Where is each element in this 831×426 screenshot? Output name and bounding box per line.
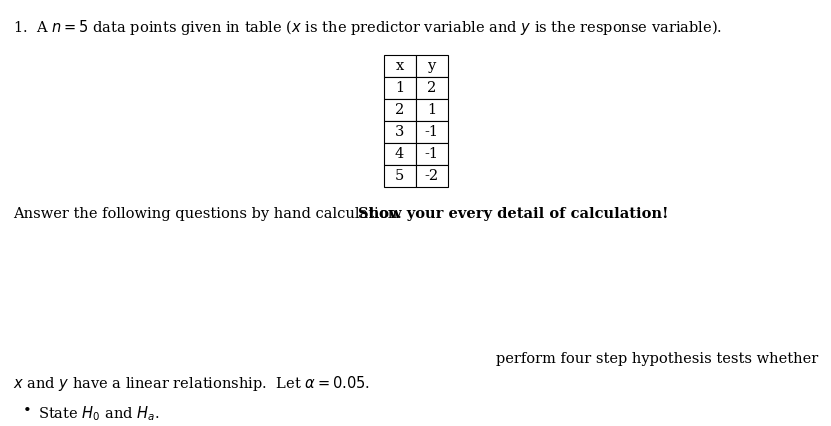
Text: -1: -1 [425,147,439,161]
Bar [416,55,448,77]
Text: -1: -1 [425,125,439,139]
Bar [383,165,416,187]
Bar [416,121,448,143]
Text: Answer the following questions by hand calculation.: Answer the following questions by hand c… [13,207,411,221]
Text: •: • [23,404,32,418]
Text: State $H_0$ and $H_a$.: State $H_0$ and $H_a$. [38,404,160,423]
Text: 4: 4 [395,147,404,161]
Text: 2: 2 [395,103,404,117]
Text: 3: 3 [395,125,404,139]
Bar [383,99,416,121]
Bar [416,165,448,187]
Text: -2: -2 [425,169,439,183]
Text: x: x [396,59,404,73]
Text: 5: 5 [395,169,404,183]
Bar [416,99,448,121]
Text: Show your every detail of calculation!: Show your every detail of calculation! [358,207,668,221]
Text: perform four step hypothesis tests whether: perform four step hypothesis tests wheth… [496,352,818,366]
Bar [383,121,416,143]
Bar [416,143,448,165]
Bar [383,55,416,77]
Text: 1: 1 [395,81,404,95]
Bar [383,143,416,165]
Bar [416,77,448,99]
Text: 1.  A $n = 5$ data points given in table ($x$ is the predictor variable and $y$ : 1. A $n = 5$ data points given in table … [13,18,722,37]
Text: y: y [427,59,435,73]
Text: $x$ and $y$ have a linear relationship.  Let $\alpha = 0.05$.: $x$ and $y$ have a linear relationship. … [13,374,370,393]
Text: 2: 2 [427,81,436,95]
Bar [383,77,416,99]
Text: 1: 1 [427,103,436,117]
